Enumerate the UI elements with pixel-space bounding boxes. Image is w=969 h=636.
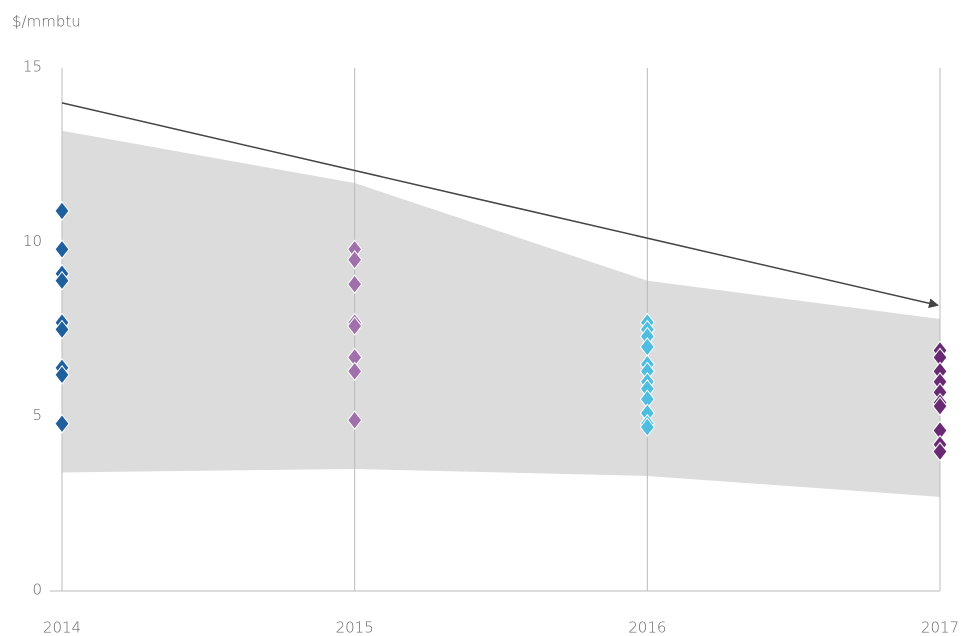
diamond-marker xyxy=(347,274,363,294)
diamond-marker xyxy=(347,361,363,382)
x-tick-label: 2017 xyxy=(921,619,959,636)
x-tick-label: 2016 xyxy=(628,619,666,636)
diamond-marker xyxy=(932,396,948,417)
diamond-marker xyxy=(54,319,70,340)
x-tick-label: 2015 xyxy=(336,619,374,636)
y-tick-label: 0 xyxy=(32,581,42,599)
diamond-marker xyxy=(54,365,70,385)
diamond-marker xyxy=(54,413,70,434)
range-band xyxy=(62,130,940,497)
y-tick-label: 10 xyxy=(23,232,42,250)
diamond-marker xyxy=(347,410,363,430)
x-tick-label: 2014 xyxy=(43,619,81,636)
y-axis-label: $/mmbtu xyxy=(12,13,81,31)
y-tick-label: 5 xyxy=(32,406,42,424)
diamond-marker xyxy=(347,249,363,270)
trend-arrow xyxy=(61,102,939,309)
diamond-marker xyxy=(347,316,363,336)
diamond-marker xyxy=(639,417,655,437)
diamond-marker xyxy=(54,270,70,291)
diamond-marker xyxy=(54,201,70,221)
diamond-marker xyxy=(54,239,70,260)
y-tick-label: 15 xyxy=(23,58,42,76)
diamond-marker xyxy=(932,441,948,462)
